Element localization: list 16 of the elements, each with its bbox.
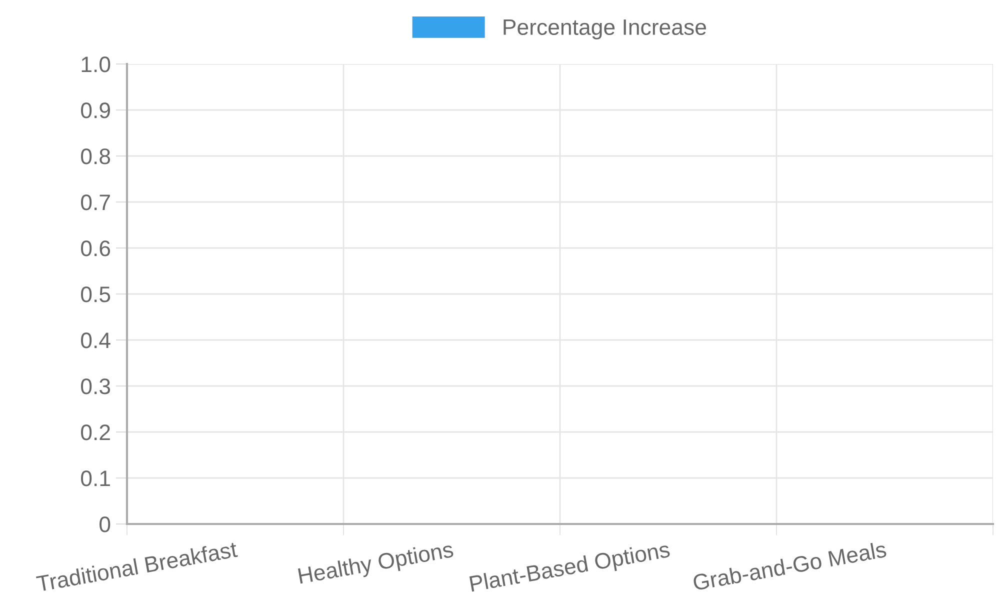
y-tick-label: 0.7: [81, 194, 110, 210]
y-tick-label: 1.0: [82, 56, 110, 72]
y-tick-label: 0.2: [81, 424, 110, 440]
y-tick-label: 0: [100, 516, 110, 532]
y-tick-label: 0.3: [81, 378, 110, 394]
y-tick-label: 0.4: [81, 332, 110, 348]
y-tick-label: 0.8: [81, 148, 110, 164]
y-tick-label: 0.5: [81, 286, 110, 302]
y-tick-label: 0.9: [81, 102, 110, 118]
x-tick-label: Traditional Breakfast: [36, 540, 238, 592]
legend-label: Percentage Increase: [504, 20, 706, 40]
x-tick-label: Grab-and-Go Meals: [692, 540, 887, 591]
y-tick-label: 0.1: [81, 470, 110, 486]
x-tick-label: Plant-Based Options: [469, 540, 672, 596]
x-tick-label: Healthy Options: [298, 540, 455, 588]
y-tick-label: 0.6: [81, 240, 110, 256]
